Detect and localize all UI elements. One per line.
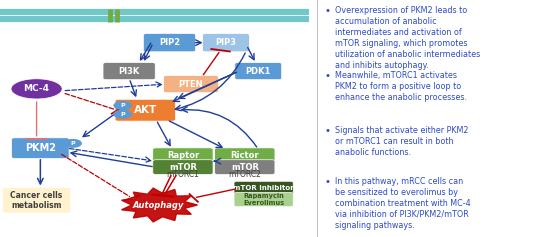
FancyBboxPatch shape xyxy=(153,148,213,163)
FancyBboxPatch shape xyxy=(164,76,218,93)
Text: P: P xyxy=(121,103,125,108)
Circle shape xyxy=(64,140,81,147)
Text: P: P xyxy=(121,112,125,117)
FancyBboxPatch shape xyxy=(235,63,282,80)
Text: PIP3: PIP3 xyxy=(215,38,237,47)
FancyBboxPatch shape xyxy=(202,34,249,52)
Ellipse shape xyxy=(11,79,62,99)
Text: •: • xyxy=(324,71,330,81)
Text: mTOR inhibitor: mTOR inhibitor xyxy=(233,185,294,191)
Text: Signals that activate either PKM2
or mTORC1 can result in both
anabolic function: Signals that activate either PKM2 or mTO… xyxy=(335,126,468,157)
Text: Raptor: Raptor xyxy=(167,151,199,160)
Text: PKM2: PKM2 xyxy=(25,143,56,153)
FancyBboxPatch shape xyxy=(153,160,213,174)
Text: MC-4: MC-4 xyxy=(24,84,49,93)
Text: Autophagy: Autophagy xyxy=(133,201,185,210)
Text: PIP2: PIP2 xyxy=(159,38,180,47)
FancyBboxPatch shape xyxy=(143,34,196,52)
FancyBboxPatch shape xyxy=(103,63,155,80)
FancyBboxPatch shape xyxy=(234,181,293,196)
Text: mTORC1: mTORC1 xyxy=(166,170,200,179)
Text: AKT: AKT xyxy=(133,105,157,115)
Text: •: • xyxy=(324,6,330,16)
Text: In this pathway, mRCC cells can
be sensitized to everolimus by
combination treat: In this pathway, mRCC cells can be sensi… xyxy=(335,177,470,230)
Text: PI3K: PI3K xyxy=(118,67,140,76)
Text: PDK1: PDK1 xyxy=(245,67,271,76)
FancyBboxPatch shape xyxy=(215,148,275,163)
Text: P: P xyxy=(70,141,75,146)
FancyBboxPatch shape xyxy=(234,192,293,207)
Text: mTOR: mTOR xyxy=(169,163,197,172)
Text: Rictor: Rictor xyxy=(230,151,259,160)
FancyBboxPatch shape xyxy=(3,188,71,213)
FancyBboxPatch shape xyxy=(215,160,275,174)
Circle shape xyxy=(114,110,131,118)
Text: Meanwhile, mTORC1 activates
PKM2 to form a positive loop to
enhance the anabolic: Meanwhile, mTORC1 activates PKM2 to form… xyxy=(335,71,466,102)
FancyBboxPatch shape xyxy=(11,138,69,159)
Text: •: • xyxy=(324,177,330,187)
Text: PTEN: PTEN xyxy=(179,80,203,89)
Text: Cancer cells
metabolism: Cancer cells metabolism xyxy=(10,191,63,210)
Text: Rapamycin
Everolimus: Rapamycin Everolimus xyxy=(243,193,284,206)
Polygon shape xyxy=(122,188,197,222)
FancyBboxPatch shape xyxy=(115,99,175,121)
Text: mTOR: mTOR xyxy=(231,163,259,172)
Text: •: • xyxy=(324,126,330,136)
Text: mTORC2: mTORC2 xyxy=(228,170,261,179)
Text: Overexpression of PKM2 leads to
accumulation of anabolic
intermediates and activ: Overexpression of PKM2 leads to accumula… xyxy=(335,6,480,70)
Circle shape xyxy=(114,102,131,109)
